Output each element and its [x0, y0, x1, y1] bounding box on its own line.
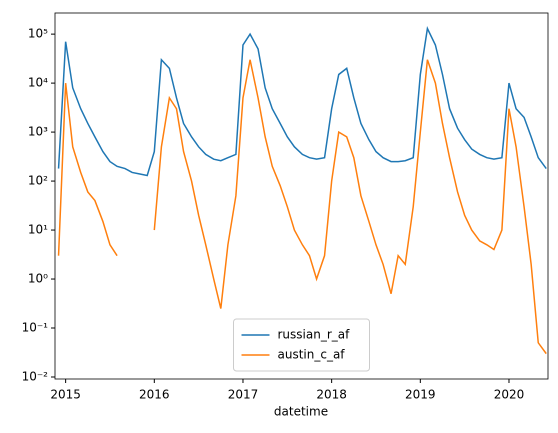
x-axis-label: datetime	[274, 405, 328, 419]
y-tick-label: 10⁻²	[22, 369, 49, 383]
legend-label: russian_r_af	[278, 328, 351, 342]
y-tick-label: 10²	[28, 174, 48, 188]
x-tick-label: 2019	[405, 388, 436, 402]
y-tick-label: 10⁵	[28, 27, 48, 41]
y-tick-label: 10⁰	[28, 272, 48, 286]
x-tick-label: 2015	[50, 388, 81, 402]
y-tick-label: 10⁻¹	[22, 321, 49, 335]
x-tick-label: 2016	[139, 388, 170, 402]
line	[57, 26, 547, 177]
legend-label: austin_c_af	[278, 348, 346, 362]
legend-box	[233, 318, 370, 372]
x-tick-label: 2018	[316, 388, 347, 402]
x-tick-label: 2020	[494, 388, 525, 402]
y-tick-label: 10¹	[28, 223, 48, 237]
x-tick-label: 2017	[228, 388, 259, 402]
line	[57, 59, 547, 355]
y-tick-label: 10³	[28, 125, 48, 139]
y-tick-label: 10⁴	[28, 76, 48, 90]
axes-frame	[54, 12, 549, 380]
